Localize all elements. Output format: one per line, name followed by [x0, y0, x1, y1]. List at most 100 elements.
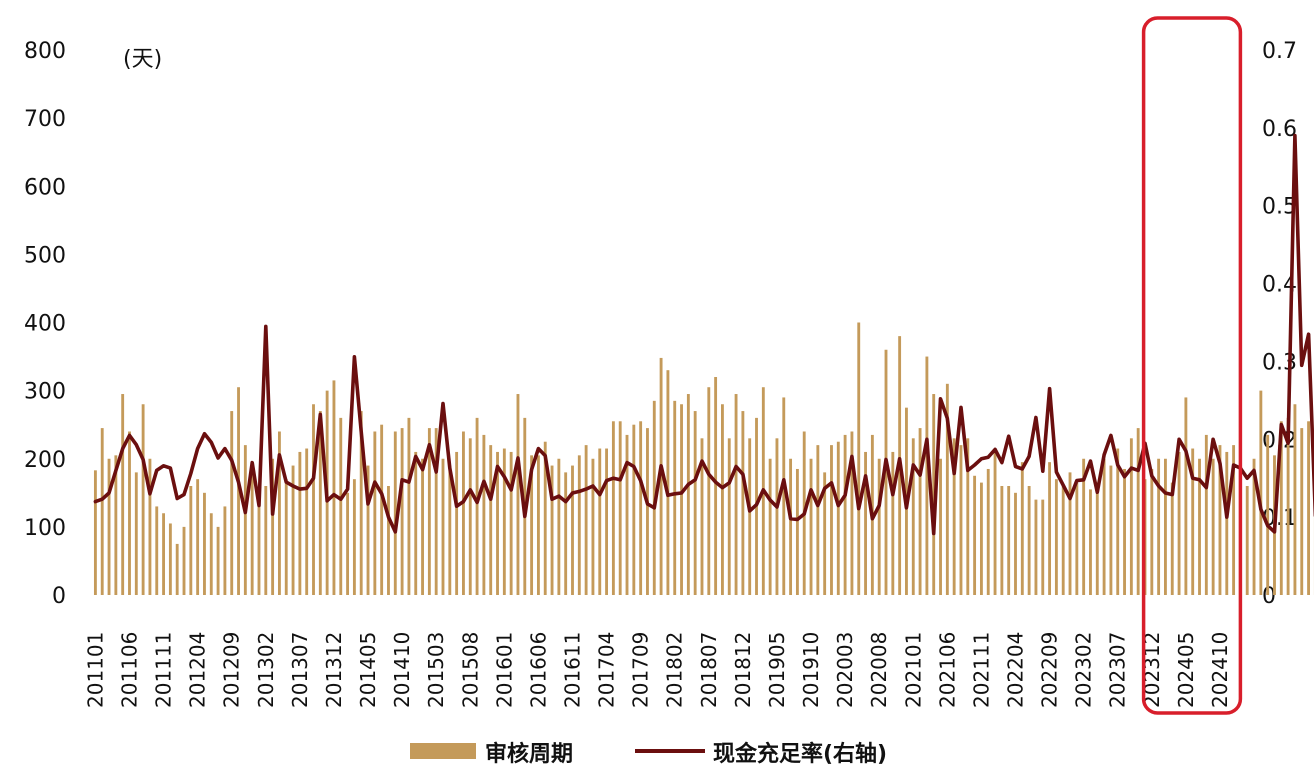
bar-series	[93, 322, 1314, 595]
x-tick-label: 201307	[288, 632, 312, 708]
bar	[625, 434, 629, 595]
x-tick-label: 202209	[1038, 632, 1062, 708]
bar	[134, 472, 138, 595]
bar	[1123, 468, 1126, 595]
bar	[966, 438, 970, 595]
bar	[414, 451, 418, 595]
bar	[550, 465, 554, 595]
bar	[884, 349, 888, 595]
x-tick-label: 201405	[356, 632, 380, 708]
bar	[1204, 434, 1208, 595]
bar	[686, 394, 690, 595]
bar	[557, 458, 561, 595]
x-tick-label: 201709	[629, 632, 653, 708]
bar	[93, 470, 97, 595]
bar	[1300, 428, 1304, 595]
bar	[121, 394, 125, 595]
bar	[100, 428, 104, 595]
bar	[1225, 451, 1229, 595]
bar	[1136, 428, 1140, 595]
bar	[305, 448, 309, 595]
bar	[1041, 499, 1045, 595]
x-tick-label: 201101	[83, 632, 107, 708]
y-right-tick-label: 0.5	[1262, 195, 1297, 220]
bar	[918, 428, 922, 595]
bar	[387, 486, 390, 595]
bar	[768, 458, 772, 595]
bar	[775, 438, 779, 595]
bar	[359, 411, 363, 595]
x-tick-label: 201204	[186, 632, 210, 708]
y-right-tick-label: 0.6	[1262, 117, 1297, 142]
bar	[352, 479, 356, 595]
y-left-tick-label: 500	[24, 243, 66, 268]
x-tick-label: 201807	[697, 632, 721, 708]
bar	[577, 455, 581, 595]
bar	[291, 465, 295, 595]
x-tick-label: 201111	[152, 632, 176, 708]
bar	[107, 458, 111, 595]
bar	[598, 448, 602, 595]
bar	[175, 543, 179, 595]
bar	[782, 397, 786, 595]
x-tick-label: 202003	[833, 632, 857, 708]
bar	[209, 513, 213, 595]
bar	[1307, 421, 1310, 595]
bar	[939, 458, 942, 595]
bar	[448, 465, 452, 595]
bar	[400, 428, 404, 595]
bar	[816, 445, 820, 595]
bar	[1245, 486, 1249, 595]
bar	[1020, 462, 1024, 595]
bar	[298, 451, 302, 595]
bar	[680, 404, 683, 595]
bar	[462, 431, 465, 595]
x-tick-label: 201106	[118, 632, 142, 708]
bar	[857, 322, 861, 595]
bar	[748, 438, 752, 595]
x-tick-label: 201601	[492, 632, 516, 708]
bar	[1102, 458, 1106, 595]
x-tick-label: 201812	[731, 632, 755, 708]
bar	[564, 472, 568, 595]
bar	[509, 451, 513, 595]
y-left-tick-label: 100	[24, 516, 66, 541]
bar	[795, 468, 799, 595]
bar	[986, 468, 990, 595]
bar	[168, 523, 172, 595]
x-tick-label: 201410	[390, 632, 414, 708]
bar	[1089, 489, 1092, 595]
bar	[196, 479, 200, 595]
bar	[823, 472, 827, 595]
bar	[502, 448, 506, 595]
bar	[639, 421, 643, 595]
bar	[421, 458, 424, 595]
bar	[366, 465, 370, 595]
bar	[162, 513, 165, 595]
bar	[482, 434, 486, 595]
bar	[673, 400, 677, 595]
bar	[1082, 458, 1086, 595]
bar	[312, 404, 315, 595]
bar	[373, 431, 377, 595]
bar	[1048, 462, 1052, 595]
bar	[666, 370, 670, 595]
bar	[155, 506, 159, 595]
bar	[1279, 421, 1283, 595]
bar	[891, 451, 895, 595]
bar	[1252, 458, 1256, 595]
bar	[1075, 482, 1079, 595]
bar	[1000, 486, 1004, 595]
bar	[1164, 458, 1167, 595]
bar	[605, 448, 608, 595]
bar	[1218, 445, 1222, 595]
bar	[1232, 445, 1236, 595]
x-tick-label: 201802	[663, 632, 687, 708]
bar	[1157, 458, 1161, 595]
legend-bar-swatch	[410, 743, 476, 759]
bar	[1150, 468, 1154, 595]
bar	[1034, 499, 1038, 595]
y-left-tick-label: 800	[24, 39, 66, 64]
bar	[516, 394, 520, 595]
